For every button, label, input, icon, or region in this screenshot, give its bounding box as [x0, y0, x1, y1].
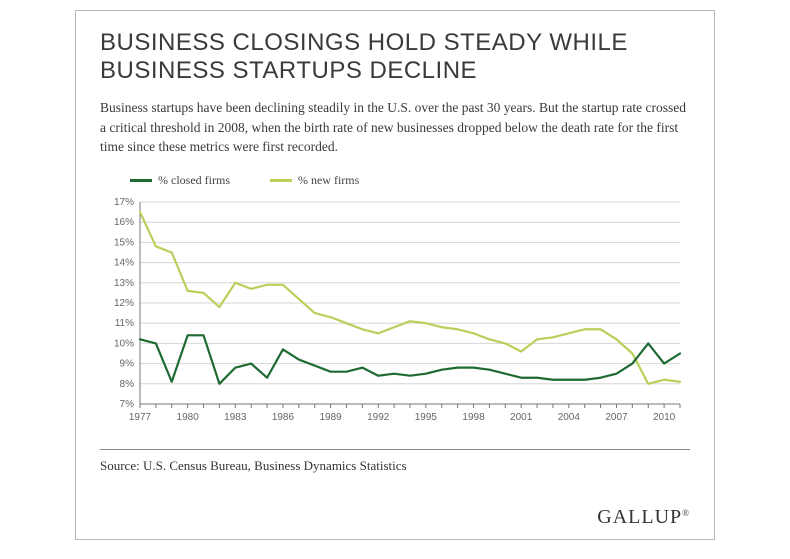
svg-text:14%: 14%: [114, 257, 134, 268]
legend-swatch-new: [270, 179, 292, 182]
chart-title: BUSINESS CLOSINGS HOLD STEADY WHILE BUSI…: [100, 29, 690, 84]
svg-text:1995: 1995: [415, 412, 438, 423]
svg-text:11%: 11%: [115, 318, 134, 329]
svg-text:1992: 1992: [367, 412, 390, 423]
source-text: Source: U.S. Census Bureau, Business Dyn…: [100, 458, 690, 474]
legend: % closed firms % new firms: [130, 173, 690, 188]
legend-item-new: % new firms: [270, 173, 359, 188]
divider: [100, 449, 690, 450]
svg-text:2010: 2010: [653, 412, 676, 423]
svg-text:9%: 9%: [120, 358, 135, 369]
svg-text:2004: 2004: [558, 412, 581, 423]
chart-card: BUSINESS CLOSINGS HOLD STEADY WHILE BUSI…: [75, 10, 715, 540]
svg-text:10%: 10%: [114, 338, 134, 349]
svg-text:7%: 7%: [120, 399, 135, 410]
svg-text:8%: 8%: [120, 379, 135, 390]
brand-logo: GALLUP®: [597, 506, 690, 529]
svg-text:1983: 1983: [224, 412, 247, 423]
legend-label-closed: % closed firms: [158, 173, 230, 188]
chart-subtitle: Business startups have been declining st…: [100, 98, 690, 157]
svg-text:13%: 13%: [114, 278, 134, 289]
chart-area: 7% 8% 9% 10% 11% 12% 13% 14% 15% 16% 17% 1977 1980 19…: [100, 194, 690, 439]
svg-text:2007: 2007: [605, 412, 628, 423]
svg-text:1977: 1977: [129, 412, 152, 423]
legend-item-closed: % closed firms: [130, 173, 230, 188]
brand-text: GALLUP: [597, 506, 682, 528]
svg-text:12%: 12%: [114, 298, 134, 309]
svg-text:16%: 16%: [114, 217, 134, 228]
svg-text:1998: 1998: [462, 412, 485, 423]
svg-text:1980: 1980: [177, 412, 200, 423]
line-chart: 7% 8% 9% 10% 11% 12% 13% 14% 15% 16% 17% 1977 1980 19…: [100, 194, 690, 434]
svg-text:15%: 15%: [114, 237, 134, 248]
svg-text:2001: 2001: [510, 412, 533, 423]
svg-text:1989: 1989: [319, 412, 342, 423]
svg-text:1986: 1986: [272, 412, 295, 423]
svg-text:17%: 17%: [114, 197, 134, 208]
legend-swatch-closed: [130, 179, 152, 182]
legend-label-new: % new firms: [298, 173, 359, 188]
registered-icon: ®: [682, 508, 690, 518]
